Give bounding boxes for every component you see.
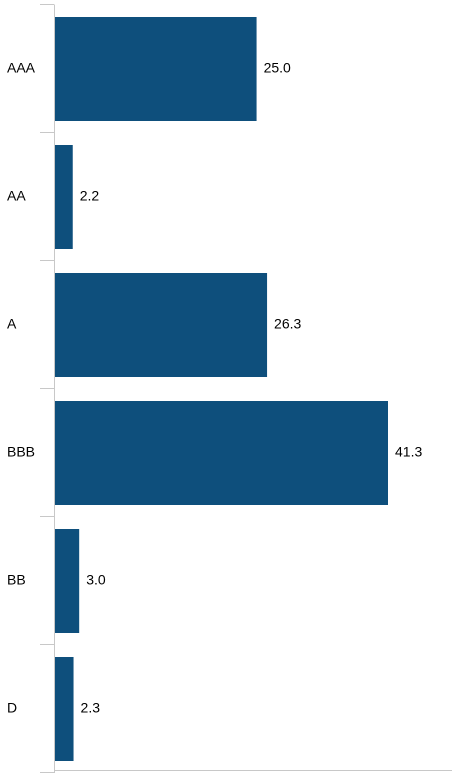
category-label: A xyxy=(7,316,17,332)
category-label: AA xyxy=(7,188,26,204)
value-label: 2.2 xyxy=(80,188,100,204)
bar-bb xyxy=(55,529,80,633)
axes-layer xyxy=(40,4,452,773)
value-label: 41.3 xyxy=(395,444,422,460)
category-label: BBB xyxy=(7,444,35,460)
bar-aaa xyxy=(55,17,257,121)
category-label: AAA xyxy=(7,60,36,76)
labels-layer: AAA 25.0 AA 2.2 A 26.3 BBB 41.3 BB 3.0 D 2.3 xyxy=(7,60,422,716)
bars-layer xyxy=(55,17,388,761)
value-label: 26.3 xyxy=(274,316,301,332)
bar-aa xyxy=(55,145,73,249)
bar-a xyxy=(55,273,268,377)
category-label: BB xyxy=(7,572,26,588)
value-label: 3.0 xyxy=(86,572,106,588)
bar-bbb xyxy=(55,401,388,505)
bar-d xyxy=(55,657,74,761)
value-label: 2.3 xyxy=(81,700,101,716)
category-label: D xyxy=(7,700,17,716)
value-label: 25.0 xyxy=(264,60,291,76)
